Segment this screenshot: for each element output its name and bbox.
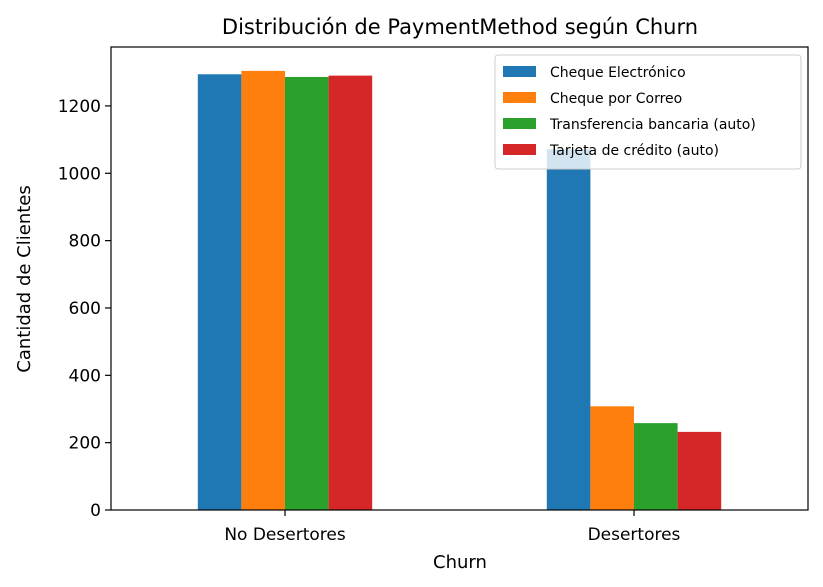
y-tick-label: 1200: [58, 97, 101, 117]
bar-2-0: [285, 76, 329, 511]
bar-2-1: [634, 423, 678, 510]
x-axis-label: Churn: [433, 552, 487, 573]
legend-label: Cheque Electrónico: [550, 65, 686, 81]
legend-swatch: [503, 144, 536, 155]
y-tick-label: 400: [69, 366, 101, 386]
y-axis-label: Cantidad de Clientes: [14, 185, 35, 372]
y-tick-label: 200: [69, 434, 101, 454]
bar-0-1: [546, 149, 591, 510]
chart-title: Distribución de PaymentMethod según Chur…: [222, 15, 698, 39]
legend-label: Cheque por Correo: [550, 91, 682, 107]
x-tick-label: Desertores: [588, 525, 681, 545]
x-tick-label: No Desertores: [224, 525, 346, 545]
bar-1-1: [590, 406, 634, 510]
bar-0-0: [197, 74, 242, 511]
legend-swatch: [503, 92, 536, 103]
bars-group: [197, 70, 722, 511]
bar-3-1: [677, 431, 722, 510]
bar-3-0: [328, 75, 373, 510]
legend-label: Transferencia bancaria (auto): [549, 117, 756, 133]
y-tick-label: 800: [69, 232, 101, 252]
plot-frame: [110, 46, 809, 511]
legend-swatch: [503, 118, 536, 129]
legend-swatch: [503, 66, 536, 77]
y-tick-label: 600: [69, 299, 101, 319]
x-axis: No Desertores Desertores: [224, 510, 681, 545]
legend-label: Tarjeta de crédito (auto): [549, 143, 719, 159]
y-axis: 0 200 400 600 800 1000 1200: [58, 97, 111, 521]
y-tick-label: 0: [90, 501, 101, 521]
legend: Cheque Electrónico Cheque por Correo Trans…: [494, 54, 802, 170]
legend-box: [494, 54, 802, 170]
y-tick-label: 1000: [58, 164, 101, 184]
bar-1-0: [241, 70, 285, 510]
